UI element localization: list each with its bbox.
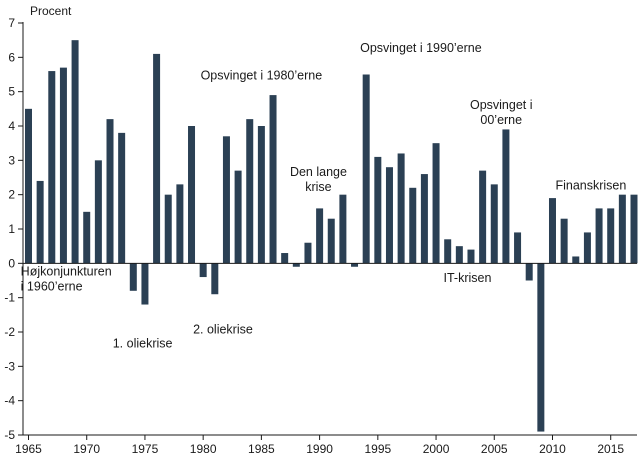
bar-1972 bbox=[106, 119, 114, 264]
bar-1970 bbox=[83, 211, 91, 264]
bar-1994 bbox=[362, 74, 370, 264]
bar-1966 bbox=[36, 180, 44, 264]
bar-1986 bbox=[269, 95, 277, 264]
annotations: Højkonjunkturen i 1960’erne 1. oliekrise 2.… bbox=[21, 41, 627, 350]
bar-1975 bbox=[141, 263, 149, 305]
y-tick-label: 3 bbox=[8, 153, 15, 167]
y-tick-label: 0 bbox=[8, 256, 15, 270]
x-tick-label: 1995 bbox=[364, 442, 391, 456]
y-tick-label: 6 bbox=[8, 50, 15, 64]
bar-1997 bbox=[397, 153, 405, 264]
annotation-finanskrisen: Finanskrisen bbox=[555, 179, 626, 193]
bar-1984 bbox=[246, 119, 254, 264]
bar-2001 bbox=[444, 239, 452, 264]
bar-1993 bbox=[351, 263, 359, 267]
bar-1979 bbox=[188, 126, 196, 264]
bar-2014 bbox=[595, 208, 603, 264]
bar-1978 bbox=[176, 184, 184, 264]
y-tick-label: 7 bbox=[8, 16, 15, 30]
bar-1981 bbox=[211, 263, 219, 295]
bar-1982 bbox=[222, 136, 230, 264]
y-tick-label: -2 bbox=[4, 325, 15, 339]
bar-2000 bbox=[432, 143, 440, 264]
y-tick-label: -1 bbox=[4, 291, 15, 305]
annotation-hojkonjunkturen: Højkonjunkturen i 1960’erne bbox=[21, 264, 112, 293]
bar-1976 bbox=[153, 53, 161, 264]
bar-2007 bbox=[514, 232, 522, 264]
x-tick-label: 1990 bbox=[306, 442, 333, 456]
x-tick-label: 1980 bbox=[190, 442, 217, 456]
annotation-oliekrise-2: 2. oliekrise bbox=[193, 323, 253, 337]
x-tick-label: 2010 bbox=[539, 442, 566, 456]
y-tick-label: 2 bbox=[8, 188, 15, 202]
y-tick-label: -3 bbox=[4, 359, 15, 373]
annotation-opsving-00: Opsvinget i 00’erne bbox=[470, 98, 533, 127]
annotation-it-krisen: IT-krisen bbox=[444, 271, 492, 285]
bar-1967 bbox=[48, 71, 56, 264]
y-axis-title: Procent bbox=[30, 4, 72, 18]
bar-2011 bbox=[560, 218, 568, 264]
bar-2003 bbox=[467, 249, 475, 264]
bar-1988 bbox=[292, 263, 300, 267]
bar-1968 bbox=[59, 67, 67, 264]
x-tick-label: 2005 bbox=[481, 442, 508, 456]
bar-1998 bbox=[409, 187, 417, 264]
bar-2016 bbox=[618, 194, 626, 264]
bar-1992 bbox=[339, 194, 347, 264]
bar-2017 bbox=[630, 194, 638, 264]
bar-1977 bbox=[164, 194, 172, 264]
bar-1971 bbox=[94, 160, 102, 264]
bar-1989 bbox=[304, 242, 312, 264]
x-tick-label: 1965 bbox=[15, 442, 42, 456]
annotation-oliekrise-1: 1. oliekrise bbox=[113, 336, 173, 350]
bar-2008 bbox=[525, 263, 533, 281]
x-tick-label: 2000 bbox=[423, 442, 450, 456]
y-ticks: 7 6 5 4 3 2 1 0 -1 -2 -3 -4 -5 bbox=[4, 16, 23, 442]
bar-1983 bbox=[234, 170, 242, 264]
y-tick-label: 1 bbox=[8, 222, 15, 236]
x-tick-label: 1985 bbox=[248, 442, 275, 456]
bar-2002 bbox=[455, 246, 463, 264]
bar-1991 bbox=[327, 218, 335, 264]
bar-1999 bbox=[420, 174, 428, 264]
bar-1987 bbox=[281, 253, 289, 264]
bar-1996 bbox=[385, 167, 393, 264]
bar-1974 bbox=[129, 263, 137, 291]
bar-2012 bbox=[572, 256, 580, 264]
bar-1985 bbox=[257, 126, 265, 264]
bar-2004 bbox=[479, 170, 487, 264]
bar-2009 bbox=[537, 263, 545, 432]
x-ticks: 1965 1970 1975 1980 1985 1990 1995 2000 2005 2010… bbox=[15, 435, 624, 456]
bar-1995 bbox=[374, 156, 382, 264]
bar-1980 bbox=[199, 263, 207, 278]
bar-1990 bbox=[316, 208, 324, 264]
y-tick-label: -5 bbox=[4, 428, 15, 442]
y-tick-label: 4 bbox=[8, 119, 15, 133]
bar-1969 bbox=[71, 40, 79, 264]
annotation-opsving-1990: Opsvinget i 1990’erne bbox=[360, 41, 482, 55]
x-tick-label: 2015 bbox=[597, 442, 624, 456]
x-tick-label: 1970 bbox=[73, 442, 100, 456]
annotation-den-lange-krise: Den lange krise bbox=[290, 165, 347, 194]
bar-2010 bbox=[548, 198, 556, 264]
y-tick-label: -4 bbox=[4, 394, 15, 408]
bar-1973 bbox=[118, 132, 126, 264]
y-tick-label: 5 bbox=[8, 85, 15, 99]
bar-2005 bbox=[490, 184, 498, 264]
bar-1965 bbox=[25, 108, 32, 264]
bar-2013 bbox=[583, 232, 591, 264]
x-tick-label: 1975 bbox=[132, 442, 159, 456]
bar-2006 bbox=[502, 129, 510, 264]
bar-2015 bbox=[607, 208, 615, 264]
bars bbox=[25, 40, 638, 432]
annotation-opsving-1980: Opsvinget i 1980’erne bbox=[201, 69, 323, 83]
